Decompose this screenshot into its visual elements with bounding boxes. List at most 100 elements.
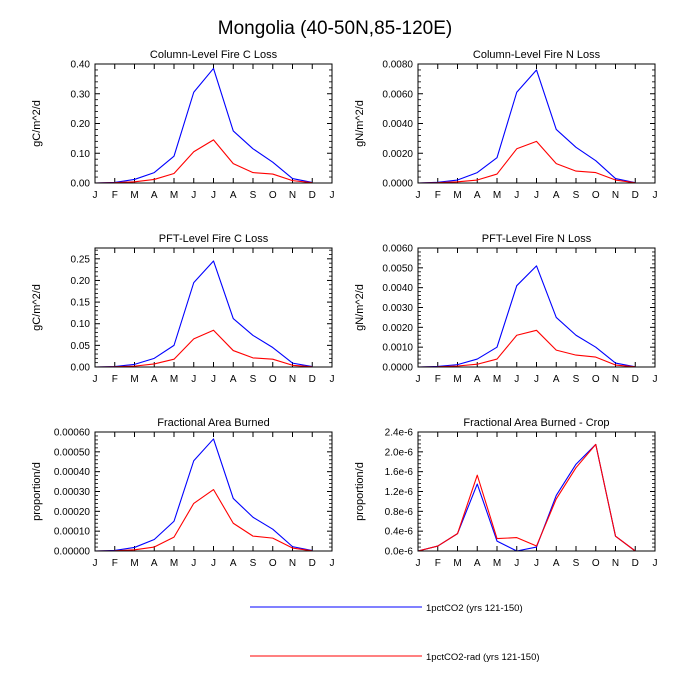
x-tick-label: A xyxy=(230,558,237,569)
panel-3: PFT-Level Fire C Loss gC/m^2/d J F M A M J J A S O N… xyxy=(31,233,335,385)
legend-label-1pctco2-rad: 1pctCO2-rad (yrs 121-150) xyxy=(426,652,540,663)
x-tick-label: O xyxy=(592,190,600,201)
x-tick-label: J xyxy=(416,190,421,201)
y-tick-label: 0.20 xyxy=(71,276,91,287)
y-tick-label: 0.00020 xyxy=(54,507,91,518)
x-tick-label: D xyxy=(309,374,316,385)
y-tick-label: 0.0040 xyxy=(382,119,413,130)
x-tick-label: M xyxy=(170,558,178,569)
plot-frame xyxy=(94,63,333,184)
y-tick-label: 0.20 xyxy=(71,119,91,130)
y-tick-label: 0.0060 xyxy=(382,244,413,255)
x-tick-label: F xyxy=(112,374,118,385)
panel-title: PFT-Level Fire N Loss xyxy=(482,233,592,245)
y-axis-label: proportion/d xyxy=(31,462,43,521)
y-tick-label: 2.4e-6 xyxy=(385,428,414,439)
x-tick-label: F xyxy=(112,190,118,201)
y-tick-label: 0.00 xyxy=(71,363,91,374)
y-tick-label: 0.10 xyxy=(71,319,91,330)
x-tick-label: S xyxy=(250,558,257,569)
y-tick-label: 0.0030 xyxy=(382,303,413,314)
x-tick-label: S xyxy=(573,374,580,385)
panel-title: Fractional Area Burned xyxy=(157,417,270,429)
x-tick-label: S xyxy=(573,190,580,201)
x-tick-label: M xyxy=(170,190,178,201)
x-tick-label: J xyxy=(191,374,196,385)
y-tick-label: 0.0060 xyxy=(382,89,413,100)
y-tick-label: 0.0e-6 xyxy=(385,547,414,558)
y-tick-label: 0.10 xyxy=(71,149,91,160)
y-tick-label: 0.00040 xyxy=(54,467,91,478)
panel-title: Fractional Area Burned - Crop xyxy=(463,417,609,429)
series-line-1pctco2-rad xyxy=(94,329,313,368)
panel-title: PFT-Level Fire C Loss xyxy=(159,233,269,245)
series-line-1pctco2-rad xyxy=(417,329,636,368)
x-tick-label: J xyxy=(416,374,421,385)
y-tick-label: 0.05 xyxy=(71,341,91,352)
y-tick-label: 0.00050 xyxy=(54,447,91,458)
x-tick-label: D xyxy=(309,558,316,569)
series-line-1pctco2-rad xyxy=(94,139,313,184)
plot-frame xyxy=(417,431,656,552)
x-tick-label: M xyxy=(453,374,461,385)
x-tick-label: M xyxy=(493,374,501,385)
x-tick-label: J xyxy=(514,558,519,569)
plot-frame xyxy=(94,431,333,552)
x-tick-label: J xyxy=(93,374,98,385)
y-tick-label: 0.0020 xyxy=(382,323,413,334)
x-tick-label: S xyxy=(250,190,257,201)
x-tick-label: M xyxy=(453,190,461,201)
y-tick-label: 0.0000 xyxy=(382,363,413,374)
x-tick-label: D xyxy=(309,190,316,201)
panel-4: PFT-Level Fire N Loss gN/m^2/d J F M A M J J A S O N… xyxy=(354,233,658,385)
x-tick-label: J xyxy=(330,374,335,385)
y-axis-label: gC/m^2/d xyxy=(31,100,43,147)
series-line-1pctco2 xyxy=(94,260,313,368)
x-tick-label: J xyxy=(514,190,519,201)
series-line-1pctco2 xyxy=(417,69,636,184)
series-line-1pctco2-rad xyxy=(417,443,636,552)
y-tick-label: 1.6e-6 xyxy=(385,467,414,478)
y-tick-label: 0.4e-6 xyxy=(385,527,414,538)
x-tick-label: A xyxy=(151,374,158,385)
x-tick-label: A xyxy=(474,558,481,569)
figure-title: Mongolia (40-50N,85-120E) xyxy=(218,18,452,39)
x-tick-label: J xyxy=(416,558,421,569)
y-tick-label: 1.2e-6 xyxy=(385,487,414,498)
x-tick-label: N xyxy=(612,190,619,201)
x-tick-label: J xyxy=(534,558,539,569)
x-tick-label: O xyxy=(592,374,600,385)
y-axis-label: gC/m^2/d xyxy=(31,284,43,331)
x-tick-label: J xyxy=(211,558,216,569)
x-tick-label: M xyxy=(130,190,138,201)
x-tick-label: A xyxy=(553,558,560,569)
y-tick-label: 0.0050 xyxy=(382,263,413,274)
y-tick-label: 0.0000 xyxy=(382,179,413,190)
x-tick-label: D xyxy=(632,374,639,385)
y-tick-label: 0.00010 xyxy=(54,527,91,538)
x-tick-label: N xyxy=(289,558,296,569)
x-tick-label: A xyxy=(151,558,158,569)
y-tick-label: 0.40 xyxy=(71,60,91,71)
x-tick-label: A xyxy=(553,190,560,201)
y-tick-label: 0.15 xyxy=(71,298,91,309)
y-tick-label: 0.8e-6 xyxy=(385,507,414,518)
x-tick-label: J xyxy=(534,190,539,201)
x-tick-label: A xyxy=(474,374,481,385)
x-tick-label: D xyxy=(632,558,639,569)
x-tick-label: S xyxy=(250,374,257,385)
x-tick-label: A xyxy=(230,190,237,201)
plot-frame xyxy=(417,247,656,368)
y-tick-label: 2.0e-6 xyxy=(385,447,414,458)
x-tick-label: A xyxy=(151,190,158,201)
x-tick-label: J xyxy=(330,558,335,569)
y-axis-label: gN/m^2/d xyxy=(354,100,366,147)
y-tick-label: 0.00030 xyxy=(54,487,91,498)
x-tick-label: M xyxy=(170,374,178,385)
x-tick-label: J xyxy=(93,190,98,201)
y-tick-label: 0.0040 xyxy=(382,283,413,294)
panel-5: Fractional Area Burned proportion/d J F M A M J… xyxy=(31,417,335,569)
plot-frame xyxy=(417,63,656,184)
y-tick-label: 0.30 xyxy=(71,89,91,100)
